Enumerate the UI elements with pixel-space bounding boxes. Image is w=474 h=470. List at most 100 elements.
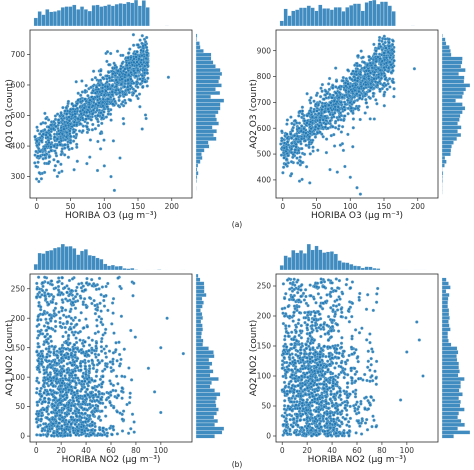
scatter-point bbox=[336, 118, 340, 122]
x-tick-label: 20 bbox=[56, 446, 66, 455]
scatter-point bbox=[339, 130, 344, 134]
scatter-point bbox=[128, 391, 132, 395]
scatter-point bbox=[81, 359, 85, 364]
scatter-point bbox=[71, 411, 75, 415]
scatter-point bbox=[55, 137, 59, 141]
scatter-point bbox=[49, 434, 54, 438]
scatter-point bbox=[90, 338, 94, 342]
hist-bar bbox=[91, 5, 96, 27]
scatter-point bbox=[76, 91, 80, 95]
scatter-point bbox=[127, 90, 131, 95]
scatter-point bbox=[292, 310, 296, 315]
scatter-point bbox=[342, 105, 346, 109]
scatter-point bbox=[347, 89, 351, 94]
scatter-point bbox=[43, 121, 48, 125]
scatter-point bbox=[110, 301, 115, 305]
scatter-point bbox=[70, 330, 74, 334]
scatter-point bbox=[108, 426, 112, 430]
scatter-point bbox=[97, 287, 101, 291]
scatter-point bbox=[67, 115, 71, 119]
scatter-point bbox=[90, 277, 94, 282]
scatter-point bbox=[35, 281, 39, 286]
scatter-point bbox=[38, 149, 42, 154]
hist-bar bbox=[441, 45, 450, 50]
hist-bar bbox=[122, 3, 127, 27]
hist-bar bbox=[441, 174, 443, 180]
scatter-point bbox=[67, 378, 71, 382]
scatter-point bbox=[93, 76, 98, 80]
hist-bar bbox=[195, 396, 217, 401]
scatter-point bbox=[374, 49, 378, 53]
hist-bar bbox=[52, 11, 58, 27]
scatter-point bbox=[346, 68, 350, 72]
scatter-point bbox=[126, 431, 131, 435]
scatter-point bbox=[101, 380, 105, 384]
scatter-point bbox=[297, 114, 301, 118]
scatter-point bbox=[44, 317, 48, 321]
scatter-point bbox=[318, 94, 323, 99]
scatter-point bbox=[350, 89, 355, 94]
scatter-point bbox=[100, 409, 104, 413]
hist-bar bbox=[56, 10, 62, 27]
scatter-point bbox=[78, 338, 82, 342]
scatter-point bbox=[318, 118, 322, 122]
scatter-point bbox=[383, 40, 387, 45]
x-tick-label: 0 bbox=[34, 202, 39, 211]
hist-bar bbox=[195, 98, 225, 103]
y-tick-label: 500 bbox=[257, 150, 272, 159]
hist-bar bbox=[118, 3, 123, 27]
scatter-point bbox=[132, 430, 136, 434]
scatter-point bbox=[356, 106, 360, 110]
scatter-point bbox=[308, 101, 313, 105]
hist-bar bbox=[295, 9, 300, 27]
scatter-point bbox=[292, 133, 297, 138]
scatter-point bbox=[87, 402, 92, 406]
hist-bar bbox=[337, 7, 342, 27]
scatter-point bbox=[345, 413, 349, 417]
scatter-point bbox=[44, 328, 49, 332]
scatter-point bbox=[142, 68, 147, 72]
scatter-point bbox=[74, 414, 79, 418]
scatter-point bbox=[89, 391, 93, 395]
scatter-point bbox=[307, 135, 312, 139]
scatter-point bbox=[73, 393, 77, 397]
scatter-point bbox=[75, 145, 79, 149]
scatter-point bbox=[43, 396, 47, 400]
scatter-point bbox=[34, 177, 39, 181]
scatter-point bbox=[37, 392, 42, 396]
scatter-point bbox=[333, 105, 337, 109]
scatter-point bbox=[343, 81, 348, 85]
scatter-point bbox=[67, 147, 71, 152]
scatter-point bbox=[50, 381, 54, 385]
scatter-point bbox=[372, 77, 376, 81]
scatter-point bbox=[54, 391, 59, 395]
scatter-point bbox=[50, 283, 54, 287]
scatter-point bbox=[85, 408, 89, 412]
scatter-point bbox=[291, 144, 296, 148]
scatter-point bbox=[312, 390, 317, 394]
scatter-point bbox=[117, 73, 122, 77]
hist-bar bbox=[441, 121, 458, 126]
scatter-point bbox=[86, 114, 90, 118]
scatter-point bbox=[56, 293, 60, 297]
scatter-point bbox=[281, 311, 285, 315]
x-tick-label: 200 bbox=[165, 202, 180, 211]
scatter-point bbox=[42, 324, 47, 328]
scatter-point bbox=[388, 55, 392, 60]
scatter-point bbox=[136, 96, 140, 101]
scatter-point bbox=[351, 145, 355, 149]
scatter-point bbox=[51, 297, 55, 302]
scatter-point bbox=[36, 160, 40, 164]
scatter-point bbox=[40, 354, 45, 358]
hist-bar bbox=[64, 246, 69, 271]
scatter-point bbox=[63, 374, 67, 378]
scatter-point bbox=[48, 375, 52, 379]
scatter-point bbox=[74, 359, 79, 363]
scatter-point bbox=[286, 153, 290, 158]
hist-bar bbox=[76, 9, 81, 27]
scatter-point bbox=[123, 101, 128, 105]
scatter-point bbox=[115, 49, 120, 53]
scatter-point bbox=[104, 89, 108, 93]
hist-bar bbox=[76, 254, 81, 271]
